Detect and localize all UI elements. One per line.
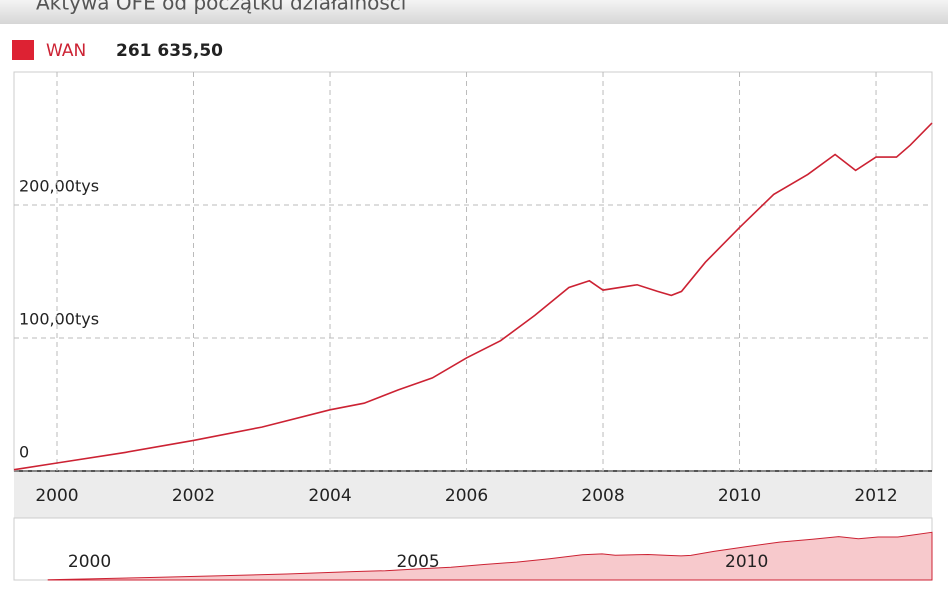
x-tick-label: 2006	[445, 486, 488, 506]
navigator-tick-label: 2000	[68, 552, 111, 572]
data-line	[13, 122, 933, 471]
navigator-area	[47, 531, 933, 581]
x-tick-label: 2002	[172, 486, 215, 506]
y-tick-label: 100,00tys	[19, 310, 99, 329]
x-tick-label: 2000	[35, 486, 78, 506]
y-tick-label: 0	[19, 443, 29, 462]
x-tick-label: 2004	[308, 486, 351, 506]
legend-label: WAN	[46, 41, 86, 61]
legend-swatch	[12, 40, 34, 60]
x-tick-label: 2008	[581, 486, 624, 506]
plot-frame	[13, 71, 933, 472]
title-bar	[0, 0, 948, 24]
x-tick-label: 2012	[854, 486, 897, 506]
chart-title: Aktywa OFE od początku działalności	[36, 0, 406, 15]
navigator-tick-label: 2005	[396, 552, 439, 572]
legend-value: 261 635,50	[116, 41, 223, 61]
x-tick-label: 2010	[718, 486, 761, 506]
navigator-tick-label: 2010	[725, 552, 768, 572]
x-axis-band	[14, 471, 932, 518]
y-tick-label: 200,00tys	[19, 177, 99, 196]
